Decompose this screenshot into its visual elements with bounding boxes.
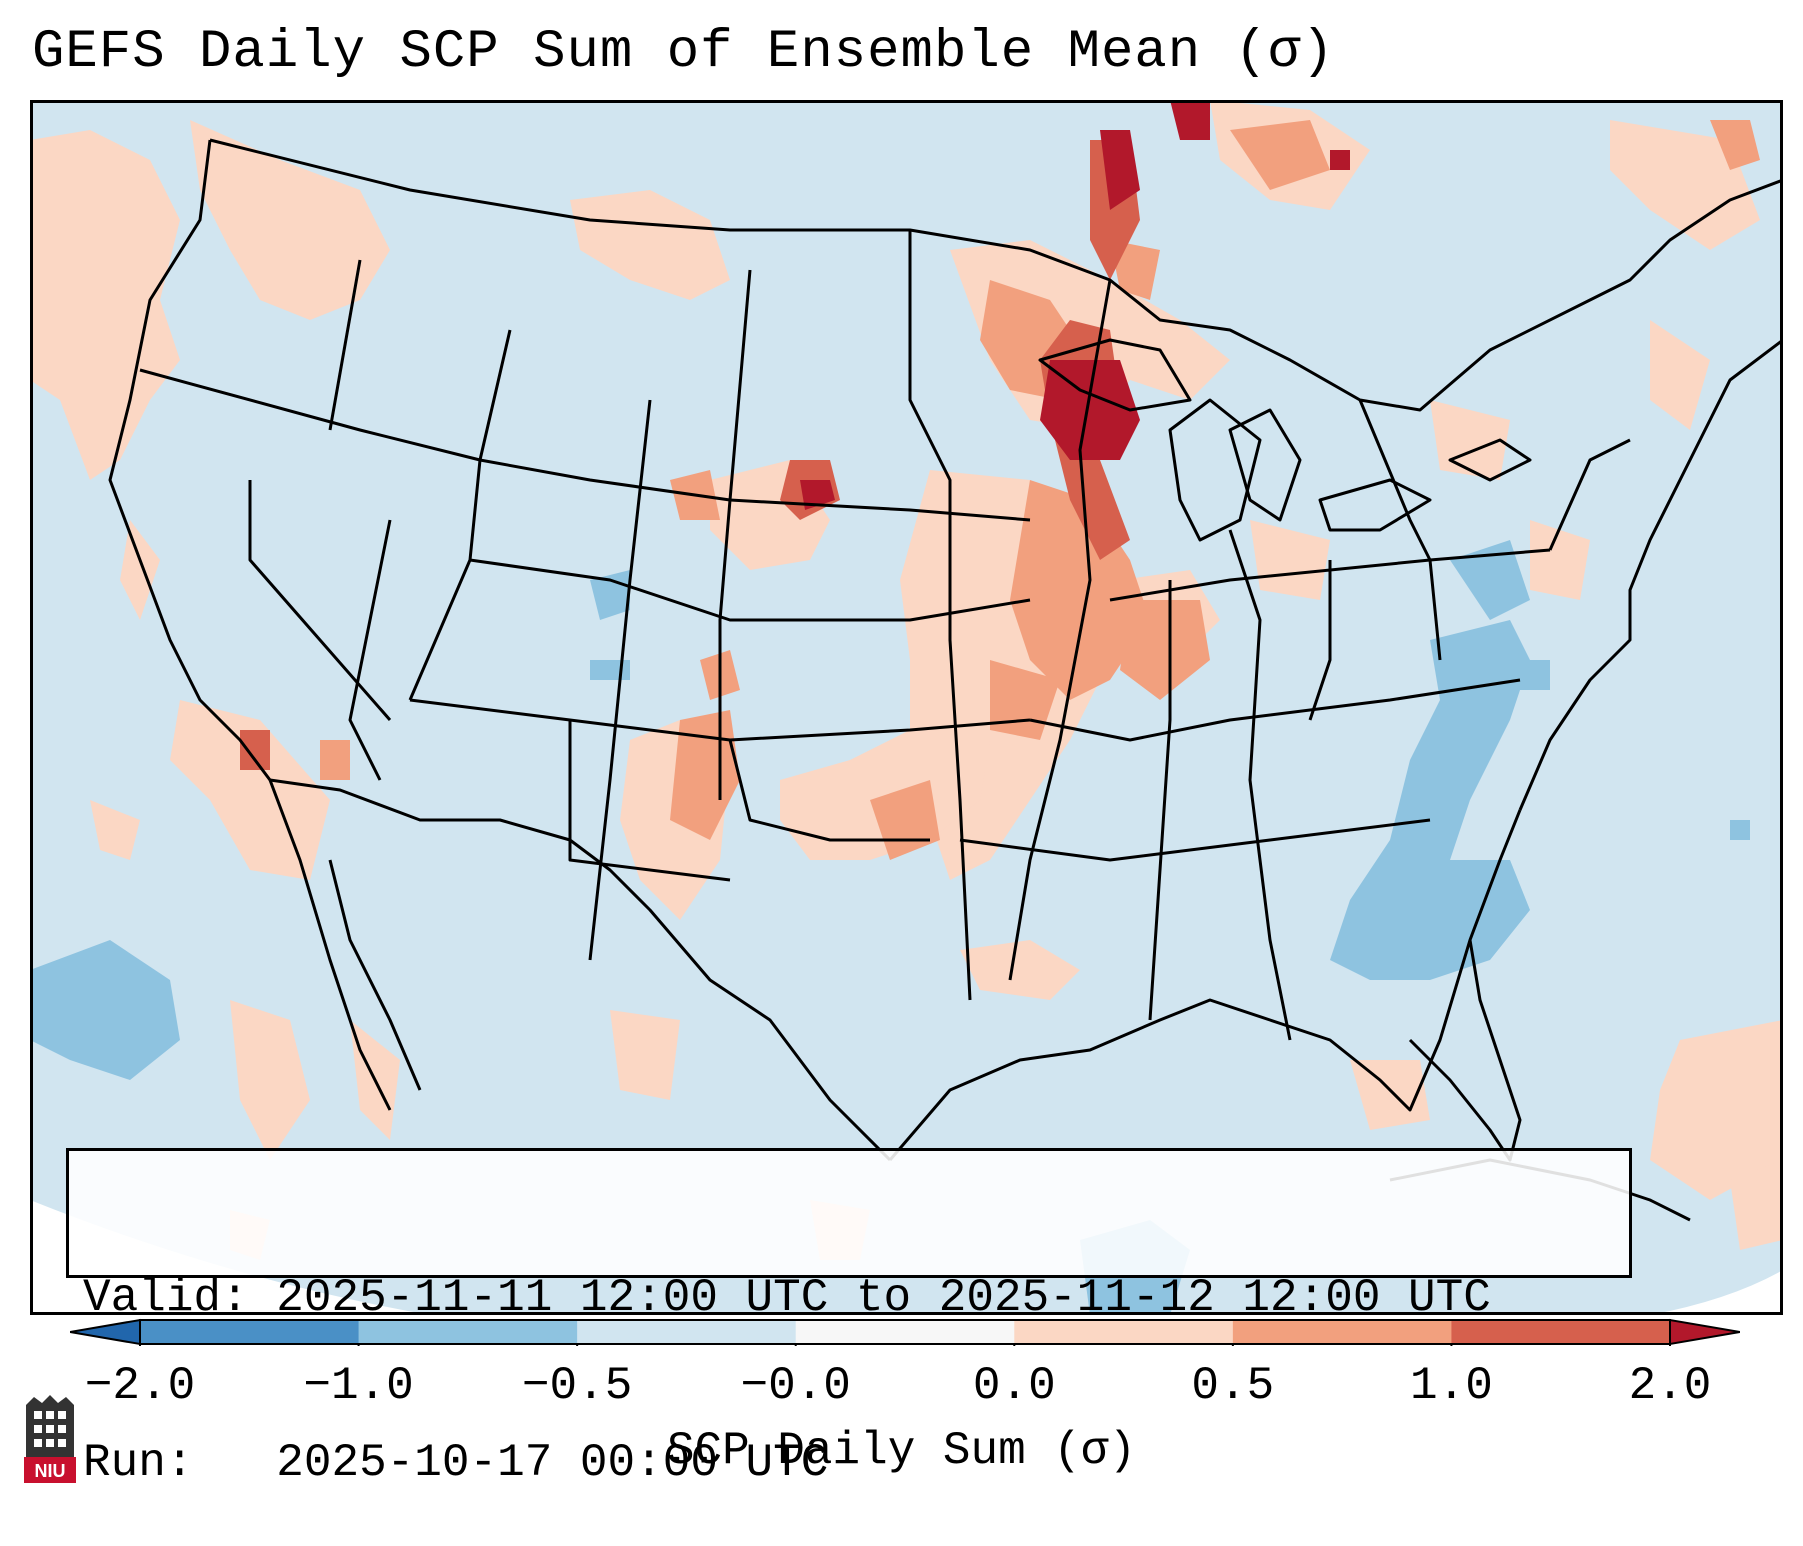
colorbar-bin — [1232, 1320, 1452, 1344]
valid-time-box: Valid: 2025-11-11 12:00 UTC to 2025-11-1… — [66, 1148, 1632, 1489]
colorbar-bin — [1451, 1320, 1671, 1344]
colorbar-tick-label: −2.0 — [84, 1360, 196, 1412]
colorbar — [70, 1318, 1740, 1346]
valid-label: Valid: — [83, 1272, 249, 1324]
logo-text: NIU — [35, 1461, 66, 1481]
colorbar-frame — [139, 1319, 1671, 1345]
valid-row: Valid: 2025-11-11 12:00 UTC to 2025-11-1… — [83, 1271, 1615, 1326]
colorbar-bin — [795, 1320, 1015, 1344]
projection-edge-right — [1650, 1270, 1783, 1315]
colorbar-tick-label: −0.5 — [521, 1360, 633, 1412]
map-canvas — [30, 100, 1783, 1315]
run-value: 2025-10-17 00:00 UTC — [276, 1437, 829, 1489]
colorbar-over-arrow — [1669, 1318, 1740, 1346]
colorbar-tick-label: 0.5 — [1191, 1360, 1275, 1412]
map-frame — [30, 100, 1783, 1315]
colorbar-under-arrow — [70, 1318, 141, 1346]
colorbar-tick-label: 0.0 — [972, 1360, 1056, 1412]
colorbar-tick-label: −1.0 — [303, 1360, 414, 1412]
colorbar-tick-label: −0.0 — [740, 1360, 851, 1412]
projection-edge — [30, 1200, 430, 1315]
map-panel — [30, 100, 1783, 1315]
field-above-2.0 — [800, 100, 1350, 510]
niu-logo: NIU — [24, 1395, 76, 1483]
state-boundaries — [108, 138, 1783, 1222]
colorbar-tick-label: 1.0 — [1410, 1360, 1493, 1412]
valid-value: 2025-11-11 12:00 UTC to 2025-11-12 12:00… — [276, 1272, 1491, 1324]
chart-title: GEFS Daily SCP Sum of Ensemble Mean (σ) — [32, 22, 1335, 83]
colorbar-label: SCP Daily Sum (σ) — [666, 1425, 1137, 1477]
colorbar-bin — [577, 1320, 797, 1344]
logo-banner — [24, 1457, 76, 1483]
colorbar-bin — [358, 1320, 578, 1344]
colorbar-tick-label: 2.0 — [1628, 1360, 1712, 1412]
run-label: Run: — [83, 1437, 194, 1489]
colorbar-bin — [1014, 1320, 1234, 1344]
colorbar-bin — [140, 1320, 360, 1344]
run-row: Run: 2025-10-17 00:00 UTC — [83, 1436, 1615, 1491]
